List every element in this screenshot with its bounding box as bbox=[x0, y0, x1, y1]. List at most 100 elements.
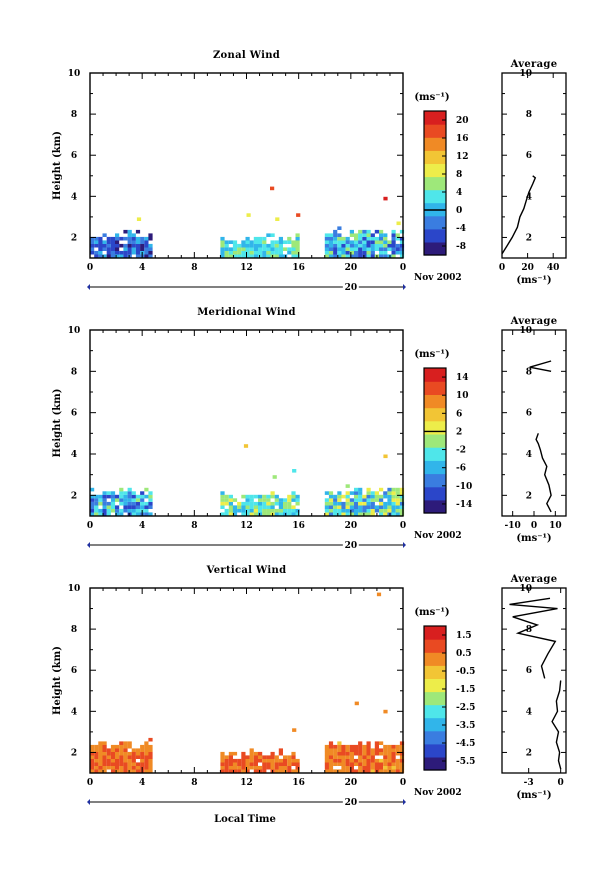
heatmap-cell bbox=[341, 247, 346, 251]
y-tick-label: 8 bbox=[71, 367, 77, 377]
heatmap-cell bbox=[283, 755, 288, 759]
heatmap-cell bbox=[391, 748, 396, 752]
heatmap-cell bbox=[90, 758, 95, 763]
x-tick-label: 12 bbox=[240, 778, 253, 788]
y-tick-label: 4 bbox=[71, 192, 77, 202]
y-tick-label: 10 bbox=[68, 326, 81, 336]
heatmap-cell bbox=[144, 250, 149, 255]
heatmap-cell bbox=[337, 491, 342, 495]
heatmap-cell bbox=[383, 709, 388, 714]
heatmap-cell bbox=[258, 498, 263, 502]
colorbar-segment bbox=[424, 124, 446, 138]
heatmap-cell bbox=[287, 250, 292, 255]
heatmap-cell bbox=[98, 751, 103, 756]
heatmap-cell bbox=[119, 744, 124, 749]
heatmap-cell bbox=[291, 758, 296, 763]
average-x-tick-label: 0 bbox=[558, 778, 564, 788]
heatmap-cell bbox=[144, 508, 149, 513]
heatmap-cell bbox=[243, 444, 249, 448]
heatmap-cell bbox=[399, 247, 405, 251]
heatmap-cell bbox=[115, 233, 120, 237]
heatmap-cell bbox=[115, 748, 120, 752]
heatmap-cell bbox=[94, 758, 99, 763]
heatmap-cell bbox=[383, 748, 388, 752]
heatmap-cell bbox=[249, 505, 254, 509]
heatmap-cell bbox=[366, 240, 371, 244]
heatmap-cell bbox=[379, 741, 384, 745]
heatmap-cell bbox=[144, 243, 149, 248]
heatmap-cell bbox=[399, 494, 405, 499]
heatmap-cell bbox=[374, 744, 379, 749]
average-profile: Average 2 4 6 8 10 -3 0 (ms⁻¹) bbox=[501, 574, 567, 801]
heatmap-cell bbox=[140, 755, 145, 759]
heatmap-cell bbox=[328, 250, 334, 255]
heatmap-cell bbox=[374, 748, 379, 752]
heatmap-cell bbox=[241, 508, 246, 513]
heatmap-cell bbox=[287, 236, 292, 241]
heatmap-cell bbox=[237, 758, 242, 763]
average-y-tick-label: 6 bbox=[526, 666, 532, 676]
colorbar-tick-label: 1.5 bbox=[456, 631, 472, 641]
heatmap-cell bbox=[127, 505, 132, 509]
heatmap-cell bbox=[232, 250, 238, 255]
heatmap-cell bbox=[278, 243, 283, 248]
heatmap-cell bbox=[110, 758, 116, 763]
heatmap-cell bbox=[274, 512, 279, 516]
colorbar-segment bbox=[424, 460, 446, 475]
heatmap-cell bbox=[345, 762, 350, 766]
heatmap-cell bbox=[278, 748, 283, 752]
date-axis-left-arrow-icon bbox=[87, 799, 90, 805]
heatmap-cell bbox=[110, 254, 116, 258]
heatmap-cell bbox=[291, 751, 296, 756]
heatmap-cell bbox=[395, 765, 400, 770]
y-tick-label: 6 bbox=[71, 666, 77, 676]
heatmap-cell bbox=[324, 250, 329, 255]
heatmap-cell bbox=[370, 254, 375, 258]
heatmap-cell bbox=[362, 236, 367, 241]
heatmap-cell bbox=[370, 505, 375, 509]
heatmap-cell bbox=[110, 250, 116, 255]
heatmap-cell bbox=[374, 247, 379, 251]
heatmap-cell bbox=[354, 505, 359, 509]
heatmap-cell bbox=[140, 494, 145, 499]
heatmap-cell bbox=[135, 765, 141, 770]
heatmap-cell bbox=[245, 240, 250, 244]
heatmap-cell bbox=[262, 508, 267, 513]
heatmap-cell bbox=[110, 243, 116, 248]
heatmap-cell bbox=[387, 508, 392, 513]
heatmap-cell bbox=[395, 769, 400, 773]
heatmap-cell bbox=[135, 250, 141, 255]
heatmap-cell bbox=[395, 508, 400, 513]
heatmap-cell bbox=[283, 498, 288, 502]
heatmap-cell bbox=[220, 494, 225, 499]
heatmap-cell bbox=[349, 233, 354, 237]
heatmap-cell bbox=[237, 769, 242, 773]
heatmap-cell bbox=[337, 226, 342, 230]
x-tick-label: 4 bbox=[139, 521, 145, 531]
heatmap-cell bbox=[135, 751, 141, 756]
heatmap-cell bbox=[358, 487, 363, 492]
colorbar-segment bbox=[424, 150, 446, 164]
colorbar-segment bbox=[424, 678, 446, 693]
heatmap-cell bbox=[399, 487, 405, 492]
heatmap-cell bbox=[148, 755, 153, 759]
heatmap-cell bbox=[144, 501, 149, 506]
heatmap-cell bbox=[379, 494, 384, 499]
average-x-tick-label: -10 bbox=[505, 521, 521, 531]
heatmap-cell bbox=[328, 236, 334, 241]
heatmap-cell bbox=[94, 494, 99, 499]
heatmap-cell bbox=[324, 254, 329, 258]
y-tick-label: 2 bbox=[71, 233, 77, 243]
heatmap-cell bbox=[379, 769, 384, 773]
heatmap-cell bbox=[270, 233, 275, 237]
heatmap-cell bbox=[383, 765, 388, 770]
heatmap-cell bbox=[245, 505, 250, 509]
heatmap-cell bbox=[295, 512, 300, 516]
date-label-bg bbox=[342, 796, 359, 806]
heatmap-cell bbox=[90, 508, 95, 513]
heatmap-cell bbox=[131, 762, 136, 766]
x-tick-label: 12 bbox=[240, 263, 253, 273]
heatmap-cell bbox=[345, 243, 350, 248]
heatmap-cell bbox=[135, 254, 141, 258]
heatmap-cell bbox=[127, 254, 132, 258]
